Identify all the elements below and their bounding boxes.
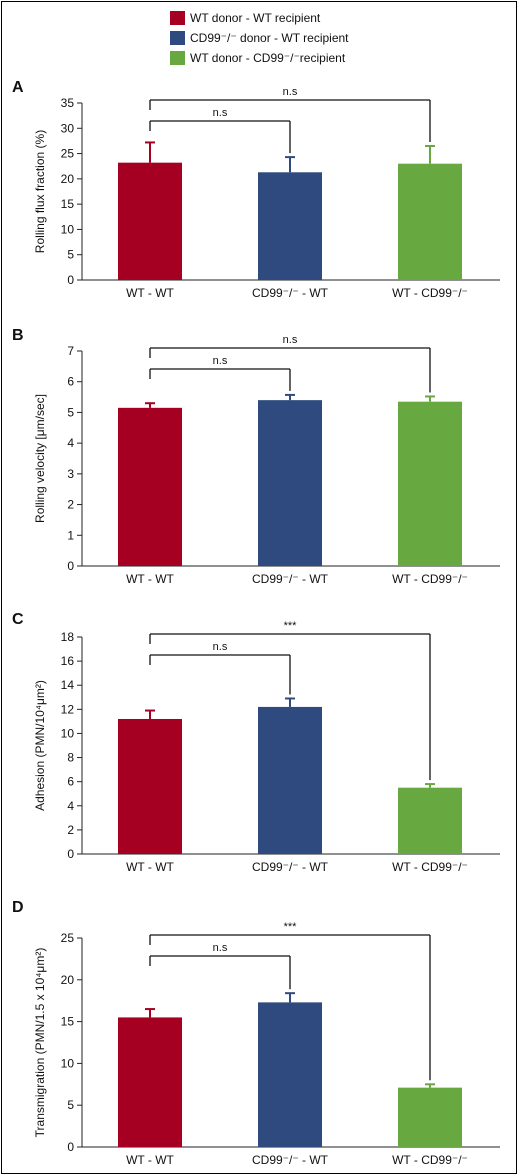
category-label: CD99⁻/⁻ - WT	[252, 572, 329, 586]
category-label: WT - CD99⁻/⁻	[392, 860, 468, 874]
legend-swatch-cd99-wt	[170, 31, 185, 45]
legend-label-wt-cd99: WT donor - CD99⁻/⁻recipient	[190, 51, 346, 65]
y-tick-label: 8	[67, 751, 74, 765]
y-tick-label: 0	[67, 1140, 74, 1154]
y-tick-label: 14	[61, 678, 75, 692]
y-tick-label: 18	[61, 630, 75, 644]
chart-panel-a: A 0 5 10 15 20 25 30 35 Rolling flux fraction (%)…	[12, 79, 500, 300]
bar	[118, 407, 182, 566]
y-tick-label: 30	[61, 121, 75, 135]
y-tick-label: 6	[67, 375, 74, 389]
category-label: CD99⁻/⁻ - WT	[252, 860, 329, 874]
y-axis-label: Transmigration (PMN/1.5 x 10⁴μm²)	[33, 948, 47, 1138]
bar	[398, 787, 462, 854]
category-label: WT - WT	[126, 286, 174, 300]
category-label: WT - CD99⁻/⁻	[392, 1153, 468, 1167]
legend-item-wt-wt: WT donor - WT recipient	[170, 8, 349, 28]
y-tick-label: 2	[67, 498, 74, 512]
y-tick-label: 15	[61, 1015, 75, 1029]
y-tick-label: 5	[67, 1098, 74, 1112]
legend-label-cd99-wt: CD99⁻/⁻ donor - WT recipient	[190, 31, 349, 45]
y-tick-label: 4	[67, 436, 74, 450]
y-tick-label: 0	[67, 559, 74, 573]
y-tick-label: 35	[61, 96, 75, 110]
category-label: WT - CD99⁻/⁻	[392, 286, 468, 300]
legend-swatch-wt-wt	[170, 11, 185, 25]
y-axis-label: Adhesion (PMN/10⁴μm²)	[33, 680, 47, 811]
y-tick-label: 25	[61, 147, 75, 161]
legend-label-wt-wt: WT donor - WT recipient	[190, 11, 321, 25]
bar	[118, 718, 182, 854]
panel-letter: B	[12, 327, 24, 344]
chart-panel-b: B 0 1 2 3 4 5 6 7 Rolling velocity [μm/sec] WT - W…	[12, 327, 500, 586]
bar	[258, 1002, 322, 1147]
bar	[398, 163, 462, 280]
bar	[258, 706, 322, 854]
bar	[118, 1017, 182, 1147]
y-axis-label: Rolling flux fraction (%)	[33, 130, 47, 253]
significance-label: n.s	[213, 355, 228, 367]
chart-panel-d: D 0 5 10 15 20 25 Transmigration (PMN/1.5 x 10⁴…	[12, 899, 500, 1167]
y-tick-label: 3	[67, 467, 74, 481]
y-tick-label: 20	[61, 172, 75, 186]
y-tick-label: 7	[67, 344, 74, 358]
y-tick-label: 16	[61, 654, 75, 668]
bar	[258, 400, 322, 566]
y-tick-label: 4	[67, 799, 74, 813]
significance-label: n.s	[283, 334, 298, 346]
y-tick-label: 5	[67, 248, 74, 262]
panel-letter: C	[12, 611, 24, 628]
category-label: WT - CD99⁻/⁻	[392, 572, 468, 586]
y-tick-label: 2	[67, 823, 74, 837]
category-label: CD99⁻/⁻ - WT	[252, 1153, 329, 1167]
y-tick-label: 0	[67, 273, 74, 287]
y-tick-label: 12	[61, 702, 75, 716]
y-tick-label: 0	[67, 847, 74, 861]
bar	[258, 172, 322, 280]
category-label: CD99⁻/⁻ - WT	[252, 286, 329, 300]
panel-letter: D	[12, 899, 24, 916]
y-tick-label: 10	[61, 726, 75, 740]
significance-label: n.s	[283, 86, 298, 98]
legend-swatch-wt-cd99	[170, 51, 185, 65]
significance-label: n.s	[213, 641, 228, 653]
y-tick-label: 15	[61, 197, 75, 211]
significance-label: n.s	[213, 942, 228, 954]
significance-label: ***	[284, 620, 298, 632]
legend-item-cd99-wt: CD99⁻/⁻ donor - WT recipient	[170, 28, 349, 48]
y-tick-label: 10	[61, 222, 75, 236]
y-tick-label: 5	[67, 405, 74, 419]
y-axis-label: Rolling velocity [μm/sec]	[33, 394, 47, 523]
y-tick-label: 6	[67, 775, 74, 789]
y-tick-label: 25	[61, 931, 75, 945]
legend-item-wt-cd99: WT donor - CD99⁻/⁻recipient	[170, 48, 349, 68]
significance-label: n.s	[213, 107, 228, 119]
category-label: WT - WT	[126, 572, 174, 586]
category-label: WT - WT	[126, 1153, 174, 1167]
y-tick-label: 20	[61, 973, 75, 987]
category-label: WT - WT	[126, 860, 174, 874]
bar	[398, 1087, 462, 1147]
chart-panel-c: C 0 2 4 6 8 10 12 14 16 18 Adhesion (PMN/10⁴μm²) WT …	[12, 611, 500, 874]
y-tick-label: 10	[61, 1056, 75, 1070]
bar	[398, 401, 462, 566]
legend: WT donor - WT recipient CD99⁻/⁻ donor - …	[170, 8, 349, 68]
panel-letter: A	[12, 79, 24, 96]
bar	[118, 162, 182, 280]
y-tick-label: 1	[67, 528, 74, 542]
significance-label: ***	[284, 921, 298, 933]
